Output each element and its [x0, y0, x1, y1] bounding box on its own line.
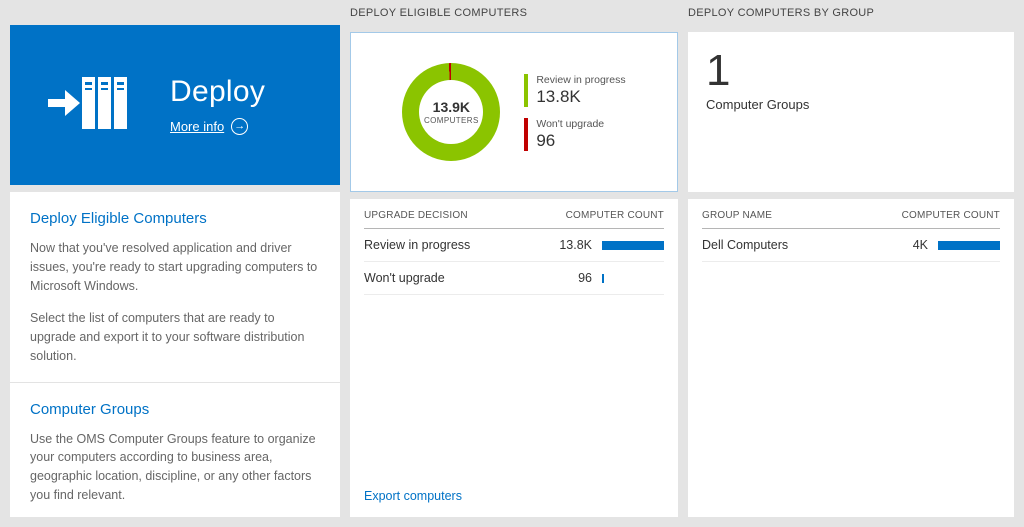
- column-header-upgrade-decision: UPGRADE DECISION: [364, 210, 468, 221]
- deploy-tile[interactable]: Deploy More info →: [10, 25, 340, 185]
- row-value: 13.8K: [559, 238, 592, 252]
- table-row[interactable]: Review in progress 13.8K: [364, 229, 664, 262]
- column-header-group-name: GROUP NAME: [702, 210, 773, 221]
- row-label: Won't upgrade: [364, 271, 445, 285]
- group-count-value: 1: [706, 46, 731, 95]
- section-divider: [10, 381, 340, 383]
- donut-chart: 13.9K COMPUTERS: [402, 63, 501, 161]
- chart-legend: Review in progress 13.8K Won't upgrade 9…: [524, 73, 626, 151]
- row-value: 96: [578, 271, 592, 285]
- row-bar-track: [602, 240, 664, 250]
- column-deploy-info: Deploy More info → Deploy Eligible Compu…: [10, 0, 340, 517]
- row-bar: [938, 240, 1000, 250]
- donut-center-label: COMPUTERS: [423, 116, 479, 125]
- deploy-description-panel: Deploy Eligible Computers Now that you'v…: [10, 192, 340, 517]
- column-header-computer-count: COMPUTER COUNT: [565, 210, 664, 221]
- section-paragraph: Now that you've resolved application and…: [30, 241, 318, 293]
- eligible-computers-chart-tile[interactable]: 13.9K COMPUTERS Review in progress 13.8K…: [350, 32, 678, 192]
- row-label: Dell Computers: [702, 238, 789, 252]
- legend-swatch-red: [524, 117, 529, 151]
- section-computer-groups: Computer Groups Use the OMS Computer Gro…: [30, 401, 320, 505]
- donut-center: 13.9K COMPUTERS: [419, 80, 484, 144]
- table-row[interactable]: Won't upgrade 96: [364, 262, 664, 295]
- column-deploy-eligible: DEPLOY ELIGIBLE COMPUTERS 13.9K COMPUTER…: [350, 0, 678, 517]
- row-bar-track: [602, 273, 664, 283]
- donut-center-value: 13.9K: [432, 99, 471, 115]
- export-computers-link[interactable]: Export computers: [364, 489, 462, 503]
- left-column-header-spacer: [10, 0, 340, 25]
- section-paragraph: Use the OMS Computer Groups feature to o…: [30, 431, 316, 502]
- table-row[interactable]: Dell Computers 4K: [702, 229, 1000, 262]
- row-label: Review in progress: [364, 238, 471, 252]
- legend-value: 96: [536, 130, 556, 150]
- deploy-tile-text: Deploy More info →: [170, 75, 265, 136]
- section-deploy-eligible-computers: Deploy Eligible Computers Now that you'v…: [30, 210, 320, 366]
- legend-item-review-in-progress: Review in progress 13.8K: [524, 73, 626, 107]
- arrow-circle-icon: →: [231, 117, 249, 135]
- more-info-label: More info: [170, 118, 225, 134]
- table-header-row: UPGRADE DECISION COMPUTER COUNT: [364, 199, 664, 229]
- table-header-row: GROUP NAME COMPUTER COUNT: [702, 199, 1000, 229]
- deploy-books-arrow-icon: [48, 73, 132, 138]
- more-info-link[interactable]: More info →: [170, 117, 249, 135]
- group-table-panel: GROUP NAME COMPUTER COUNT Dell Computers…: [688, 199, 1014, 517]
- column-header-computer-count: COMPUTER COUNT: [901, 210, 1000, 221]
- row-value: 4K: [912, 238, 928, 252]
- section-paragraph: Select the list of computers that are re…: [30, 311, 305, 363]
- right-column-header: DEPLOY COMPUTERS BY GROUP: [688, 7, 875, 19]
- row-bar-track: [938, 240, 1000, 250]
- middle-column-header: DEPLOY ELIGIBLE COMPUTERS: [350, 7, 528, 19]
- section-heading: Computer Groups: [30, 400, 150, 418]
- legend-label: Review in progress: [536, 73, 626, 86]
- computer-groups-count-tile[interactable]: 1 Computer Groups: [688, 32, 1014, 192]
- row-bar: [602, 240, 664, 250]
- deploy-tile-title: Deploy: [170, 74, 266, 108]
- legend-value: 13.8K: [536, 86, 581, 106]
- legend-swatch-green: [524, 73, 529, 107]
- column-deploy-by-group: DEPLOY COMPUTERS BY GROUP 1 Computer Gro…: [688, 0, 1014, 517]
- legend-label: Won't upgrade: [536, 117, 605, 130]
- legend-item-wont-upgrade: Won't upgrade 96: [524, 117, 625, 151]
- upgrade-decision-table-panel: UPGRADE DECISION COMPUTER COUNT Review i…: [350, 199, 678, 517]
- section-heading: Deploy Eligible Computers: [30, 210, 207, 227]
- group-count-label: Computer Groups: [706, 97, 810, 113]
- row-bar: [602, 273, 604, 283]
